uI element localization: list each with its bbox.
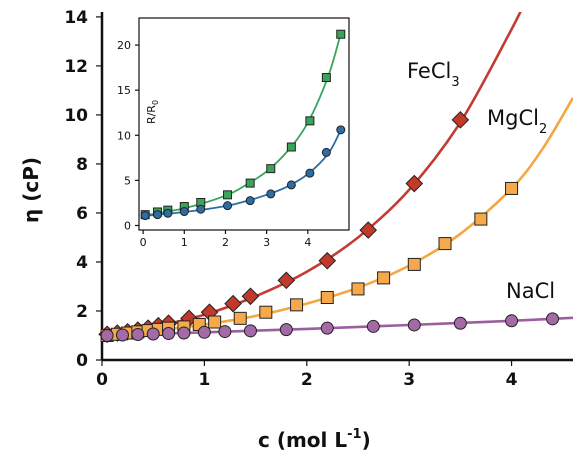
inset-series-0-point-6 (245, 178, 255, 188)
inset-series-1-point-5 (223, 201, 233, 211)
main-y-tick-label-5: 10 (64, 106, 88, 126)
main-y-axis-label: η (cP) (19, 157, 43, 223)
main-series-1-point-11 (259, 305, 273, 319)
main-y-tick-label-6: 12 (64, 57, 88, 77)
inset-x-tick-label-3: 3 (263, 236, 270, 249)
series-label-fecl3: FeCl3 (407, 59, 460, 90)
main-series-0-point-15 (451, 111, 470, 129)
main-markers (98, 111, 560, 344)
inset-series-0-point-5 (223, 190, 233, 200)
main-x-tick-label-2: 2 (301, 370, 313, 390)
inset-series-0-point-11 (336, 29, 346, 39)
main-series-2-point-9 (279, 323, 293, 337)
main-series-1-point-9 (208, 315, 222, 329)
main-x-tick-label-4: 4 (506, 370, 518, 390)
main-series-2-point-1 (115, 328, 129, 342)
inset-y-tick-label-0: 0 (124, 219, 131, 232)
series-label-nacl: NaCl (506, 279, 555, 303)
main-series-1-point-17 (438, 237, 452, 251)
main-series-2-point-13 (453, 316, 467, 330)
main-series-1-point-18 (474, 212, 488, 226)
inset-x-tick-label-1: 1 (181, 236, 188, 249)
main-series-0-point-12 (318, 251, 337, 270)
main-series-0-point-14 (405, 174, 424, 193)
main-y-tick-label-7: 14 (64, 8, 88, 28)
inset-y-tick-label-4: 20 (117, 39, 131, 52)
inset-series-1-point-3 (179, 207, 189, 217)
inset-series-0-point-7 (266, 164, 276, 174)
main-y-tick-label-0: 0 (76, 351, 88, 371)
main-x-axis-label: c (mol L-1) (258, 427, 371, 452)
inset-y-axis-label: R/R0 (145, 100, 160, 124)
inset-series-1-point-11 (336, 125, 346, 135)
series-label-mgcl2: MgCl2 (487, 106, 547, 137)
inset-chart: 0 1 2 3 4 0 5 10 15 20 R/R0 (117, 17, 350, 249)
inset-series-1-point-7 (266, 189, 276, 199)
inset-frame (138, 17, 350, 231)
main-y-tick-label-1: 2 (76, 302, 88, 322)
main-series-2-point-4 (162, 327, 176, 341)
main-series-1-point-10 (233, 311, 247, 325)
main-series-2-point-11 (366, 319, 380, 333)
main-series-2-point-6 (197, 325, 211, 339)
main-series-0-point-9 (224, 294, 242, 313)
main-x-tick-label-1: 1 (198, 370, 210, 390)
main-series-2-point-5 (177, 326, 191, 340)
main-series-1-point-12 (290, 298, 304, 312)
inset-y-tick-label-1: 5 (124, 174, 131, 187)
main-series-2-point-8 (243, 324, 257, 338)
inset-series-1-point-2 (163, 208, 173, 218)
inset-series-1-point-8 (286, 180, 296, 190)
main-series-1-point-14 (351, 282, 365, 296)
inset-series-0-point-8 (286, 142, 296, 152)
inset-ticks: 0 1 2 3 4 0 5 10 15 20 (117, 39, 311, 249)
main-series-2-point-0 (100, 328, 114, 342)
main-series-2-point-14 (505, 314, 519, 328)
inset-series-1-point-1 (153, 210, 163, 220)
main-series-2-point-10 (320, 321, 334, 335)
inset-series-0-point-10 (321, 73, 331, 83)
inset-series-1-point-0 (140, 211, 150, 221)
inset-x-tick-label-0: 0 (140, 236, 147, 249)
main-series-0-point-11 (277, 271, 296, 290)
inset-x-tick-label-2: 2 (222, 236, 229, 249)
inset-series-1-point-6 (245, 196, 255, 206)
inset-y-tick-label-3: 15 (117, 84, 131, 97)
inset-series-1-point-10 (321, 147, 331, 157)
inset-markers (140, 29, 346, 221)
main-series-0-point-13 (359, 221, 378, 239)
main-series-1-point-15 (377, 271, 391, 285)
main-series-0-point-10 (241, 287, 260, 306)
main-series-1-point-16 (407, 257, 421, 271)
main-y-tick-label-4: 8 (76, 155, 88, 175)
inset-x-tick-label-4: 4 (304, 236, 311, 249)
main-series-2-point-3 (146, 327, 160, 341)
main-series-1-point-19 (505, 181, 519, 195)
main-series-2-point-7 (218, 325, 232, 339)
main-series-2-point-12 (407, 318, 421, 332)
main-series-1-point-13 (320, 291, 334, 305)
main-series-2-point-15 (546, 312, 560, 326)
main-x-tick-label-0: 0 (96, 370, 108, 390)
main-series-2-point-2 (131, 328, 145, 342)
main-y-tick-label-2: 4 (76, 253, 88, 273)
main-y-tick-label-3: 6 (76, 204, 88, 224)
main-x-tick-label-3: 3 (403, 370, 415, 390)
inset-y-tick-label-2: 10 (117, 129, 131, 142)
inset-series-0-point-9 (305, 116, 315, 126)
inset-series-1-point-9 (305, 168, 315, 178)
inset-series-1-point-4 (196, 204, 206, 214)
